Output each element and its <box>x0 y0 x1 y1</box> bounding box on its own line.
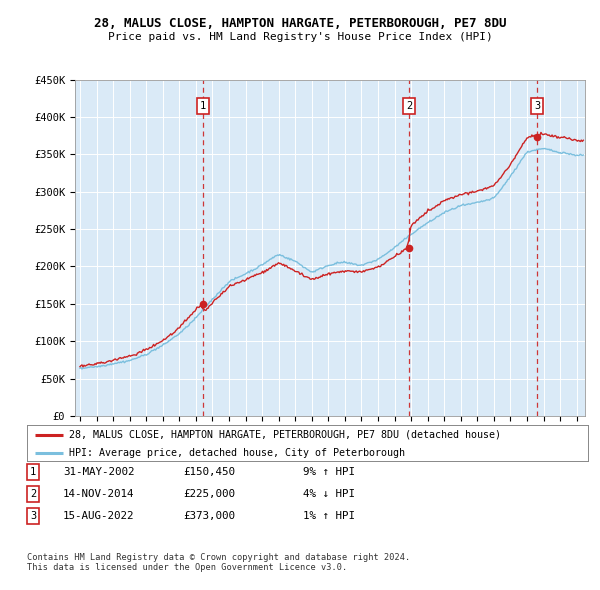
Text: 3: 3 <box>30 511 36 520</box>
Text: 9% ↑ HPI: 9% ↑ HPI <box>303 467 355 477</box>
Text: Price paid vs. HM Land Registry's House Price Index (HPI): Price paid vs. HM Land Registry's House … <box>107 32 493 42</box>
Text: 3: 3 <box>534 101 541 111</box>
Text: £225,000: £225,000 <box>183 489 235 499</box>
Text: Contains HM Land Registry data © Crown copyright and database right 2024.
This d: Contains HM Land Registry data © Crown c… <box>27 553 410 572</box>
Text: 15-AUG-2022: 15-AUG-2022 <box>63 511 134 520</box>
Text: 4% ↓ HPI: 4% ↓ HPI <box>303 489 355 499</box>
Text: 28, MALUS CLOSE, HAMPTON HARGATE, PETERBOROUGH, PE7 8DU: 28, MALUS CLOSE, HAMPTON HARGATE, PETERB… <box>94 17 506 30</box>
Text: 1: 1 <box>30 467 36 477</box>
Text: 2: 2 <box>406 101 412 111</box>
Text: 1: 1 <box>200 101 206 111</box>
Text: 14-NOV-2014: 14-NOV-2014 <box>63 489 134 499</box>
Text: HPI: Average price, detached house, City of Peterborough: HPI: Average price, detached house, City… <box>69 448 405 458</box>
Text: 31-MAY-2002: 31-MAY-2002 <box>63 467 134 477</box>
Text: £150,450: £150,450 <box>183 467 235 477</box>
Text: 2: 2 <box>30 489 36 499</box>
Text: 28, MALUS CLOSE, HAMPTON HARGATE, PETERBOROUGH, PE7 8DU (detached house): 28, MALUS CLOSE, HAMPTON HARGATE, PETERB… <box>69 430 501 440</box>
Text: £373,000: £373,000 <box>183 511 235 520</box>
Text: 1% ↑ HPI: 1% ↑ HPI <box>303 511 355 520</box>
